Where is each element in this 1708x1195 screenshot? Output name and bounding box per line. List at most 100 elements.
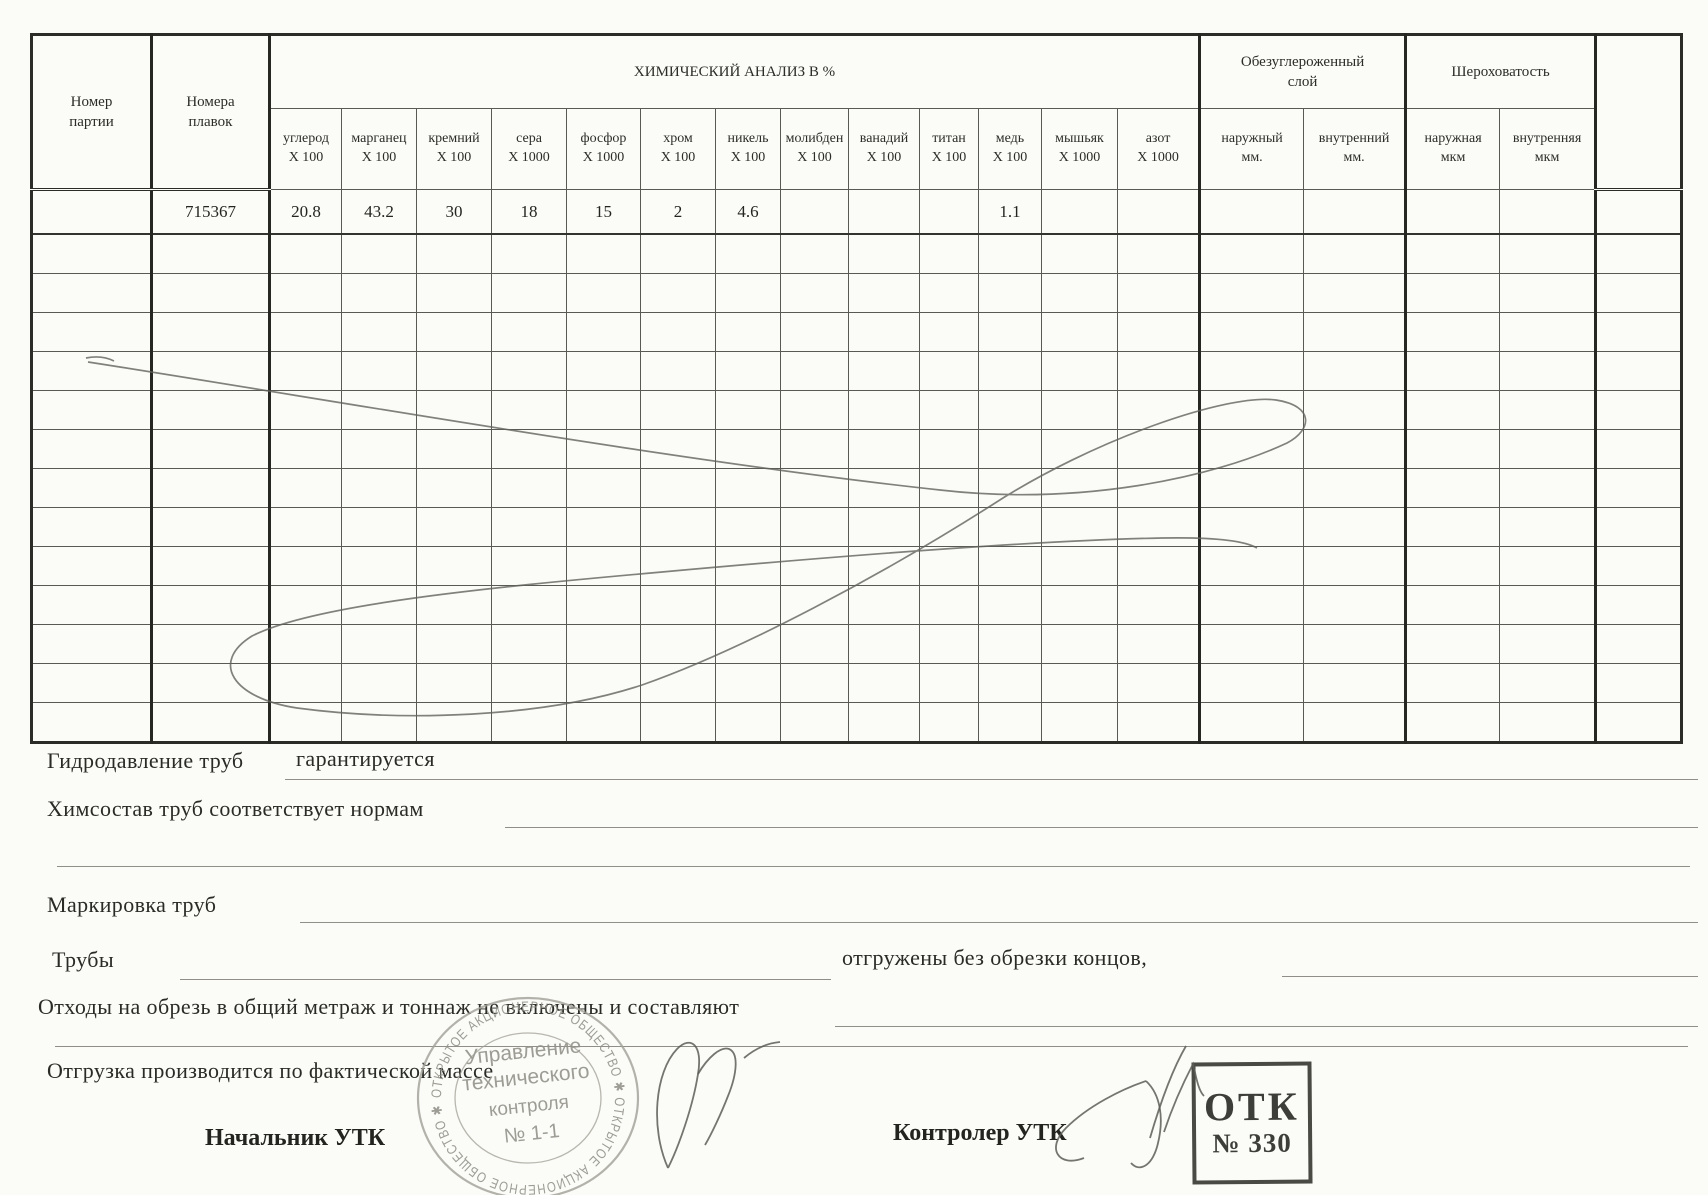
table-cell	[151, 546, 271, 586]
table-cell	[978, 546, 1042, 586]
table-cell	[416, 468, 492, 508]
table-cell	[31, 273, 153, 313]
table-cell	[341, 585, 417, 625]
table-cell	[1199, 702, 1305, 743]
table-cell	[31, 351, 153, 391]
table-cell	[1199, 624, 1305, 664]
rough-col-header-наружная: наружная мкм	[1405, 108, 1501, 190]
table-cell	[848, 468, 920, 508]
table-cell	[1116, 351, 1202, 391]
table-cell	[1499, 624, 1598, 664]
table-cell	[1041, 429, 1118, 469]
table-cell	[1116, 233, 1202, 274]
table-cell	[31, 585, 153, 625]
table-cell	[1199, 468, 1305, 508]
table-cell	[715, 351, 781, 391]
table-cell: 30	[416, 189, 492, 235]
table-cell	[416, 429, 492, 469]
table-cell	[31, 546, 153, 586]
table-cell	[1116, 273, 1202, 313]
table-cell	[848, 273, 920, 313]
table-cell	[978, 351, 1042, 391]
table-cell	[1405, 273, 1501, 313]
table-row	[31, 585, 1683, 625]
table-cell	[341, 390, 417, 430]
table-cell	[491, 546, 567, 586]
chem-col-header-титан: титан X 100	[919, 108, 979, 190]
table-row	[31, 624, 1683, 664]
table-cell	[780, 233, 849, 274]
table-cell	[640, 390, 716, 430]
table-cell	[1595, 189, 1683, 235]
chemical-analysis-table: Номер партии Номера плавок ХИМИЧЕСКИЙ АН…	[30, 33, 1684, 744]
table-cell	[640, 546, 716, 586]
table-cell	[341, 546, 417, 586]
table-row	[31, 468, 1683, 508]
table-cell	[640, 273, 716, 313]
table-cell	[715, 663, 781, 703]
table-cell	[1595, 273, 1683, 313]
table-cell	[780, 468, 849, 508]
table-cell	[1199, 546, 1305, 586]
otk-stamp-number: № 330	[1212, 1127, 1292, 1159]
table-cell	[31, 233, 153, 274]
table-cell	[566, 233, 641, 274]
chem-col-header-углерод: углерод X 100	[269, 108, 342, 190]
table-cell	[1116, 312, 1202, 352]
table-cell	[848, 585, 920, 625]
table-cell	[1199, 273, 1305, 313]
table-cell	[640, 585, 716, 625]
table-cell	[780, 351, 849, 391]
table-cell	[919, 585, 979, 625]
table-cell	[566, 585, 641, 625]
table-cell	[269, 702, 342, 743]
table-cell	[715, 702, 781, 743]
shipped-without-trimming-note: отгружены без обрезки концов,	[842, 945, 1148, 970]
table-cell	[416, 546, 492, 586]
table-cell	[848, 390, 920, 430]
chem-col-header-сера: сера X 1000	[491, 108, 567, 190]
table-cell	[416, 233, 492, 274]
table-cell	[978, 312, 1042, 352]
table-cell	[341, 351, 417, 391]
table-cell	[848, 507, 920, 547]
table-cell	[848, 351, 920, 391]
table-cell	[1595, 507, 1683, 547]
table-cell	[491, 507, 567, 547]
table-cell	[31, 663, 153, 703]
chem-col-header-мышьяк: мышьяк X 1000	[1041, 108, 1118, 190]
table-cell	[919, 390, 979, 430]
table-cell	[715, 429, 781, 469]
table-row	[31, 702, 1683, 743]
table-cell	[1041, 233, 1118, 274]
table-cell	[715, 624, 781, 664]
table-cell	[566, 429, 641, 469]
table-cell	[1405, 507, 1501, 547]
table-cell: 1.1	[978, 189, 1042, 235]
table-cell	[269, 468, 342, 508]
hydro-pressure-label: Гидродавление труб	[47, 748, 244, 773]
table-cell	[1303, 702, 1408, 743]
chief-qc-label: Начальник УТК	[205, 1125, 386, 1151]
table-row	[31, 429, 1683, 469]
chem-analysis-group-header: ХИМИЧЕСКИЙ АНАЛИЗ В %	[268, 34, 1202, 109]
table-cell	[269, 312, 342, 352]
table-cell	[1595, 663, 1683, 703]
table-cell	[1199, 663, 1305, 703]
table-cell	[491, 585, 567, 625]
table-cell	[919, 468, 979, 508]
table-cell	[1303, 273, 1408, 313]
table-cell	[151, 585, 271, 625]
table-cell	[341, 312, 417, 352]
table-cell	[1041, 273, 1118, 313]
table-cell	[715, 585, 781, 625]
table-row	[31, 507, 1683, 547]
table-cell	[1041, 351, 1118, 391]
table-cell	[341, 429, 417, 469]
empty-column-header	[1595, 34, 1683, 191]
table-cell	[1499, 312, 1598, 352]
table-cell	[1199, 429, 1305, 469]
table-cell	[1499, 507, 1598, 547]
table-cell	[978, 429, 1042, 469]
table-cell	[1405, 702, 1501, 743]
